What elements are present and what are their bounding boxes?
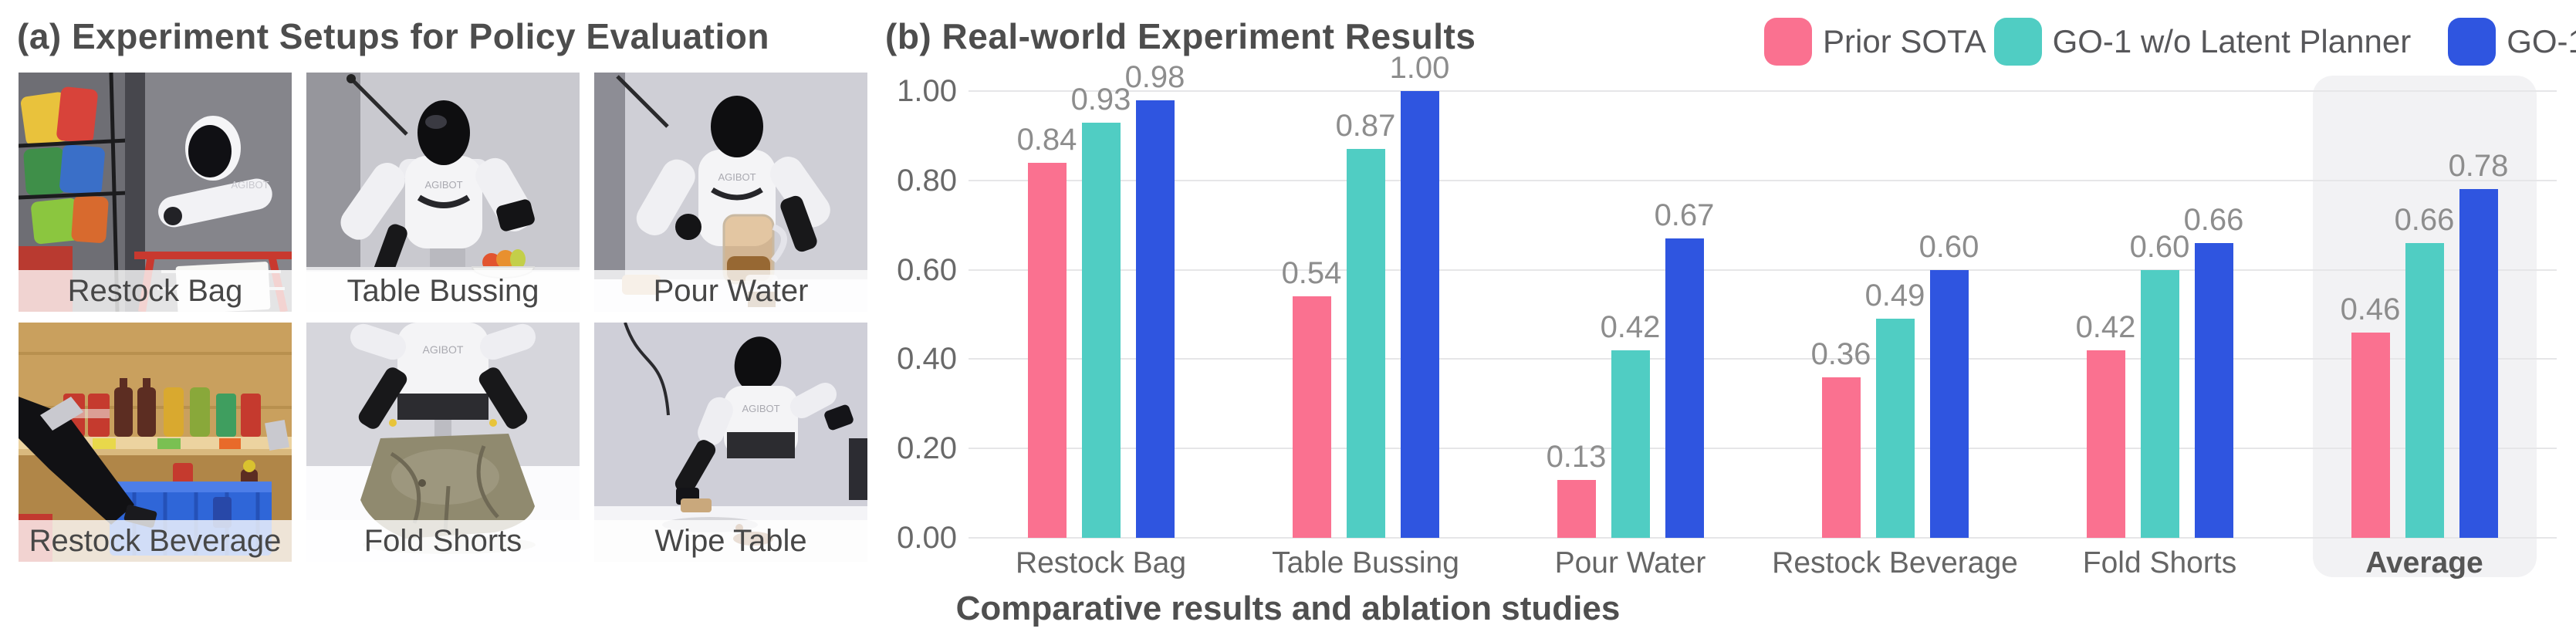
bar xyxy=(2459,189,2498,538)
robot-logo: AGIBOT xyxy=(718,171,756,183)
bar-value-label: 0.42 xyxy=(2075,310,2136,344)
robot-arm xyxy=(158,178,272,228)
robot-torso xyxy=(397,323,488,414)
bar-value-label: 0.66 xyxy=(2394,203,2455,237)
y-tick-label: 0.40 xyxy=(897,342,957,377)
legend-item-prior-sota: Prior SOTA xyxy=(1764,18,1986,66)
bar xyxy=(2194,243,2233,538)
x-category-label: Average xyxy=(2365,546,2483,579)
legend-label: GO-1 w/o Latent Planner xyxy=(2052,23,2412,59)
bar xyxy=(1875,319,1915,538)
bar-value-label: 0.67 xyxy=(1654,198,1715,232)
bar xyxy=(2405,243,2444,538)
bar-value-label: 0.60 xyxy=(2129,230,2190,264)
gridline xyxy=(969,269,2557,271)
bar-value-label: 0.87 xyxy=(1335,109,1396,143)
setup-label-wipe-table: Wipe Table xyxy=(594,520,867,562)
x-category-label: Fold Shorts xyxy=(2082,546,2237,579)
panel-b-title: (b) Real-world Experiment Results xyxy=(885,16,1476,56)
bar xyxy=(1027,163,1067,538)
setup-label-restock-beverage: Restock Beverage xyxy=(19,520,292,562)
bar-value-label: 0.36 xyxy=(1810,337,1871,371)
legend-item-go1-wo-latent-planner: GO-1 w/o Latent Planner xyxy=(1993,18,2412,66)
bar-value-label: 0.54 xyxy=(1281,256,1342,290)
robot-left-gripper xyxy=(358,367,407,429)
go1-wo-latent-planner-swatch xyxy=(1993,18,2042,66)
bar-value-label: 0.66 xyxy=(2183,203,2244,237)
bar xyxy=(2086,350,2125,538)
bar xyxy=(1611,350,1650,538)
setup-card-restock-beverage: Restock Beverage xyxy=(19,323,292,562)
robot-logo: AGIBOT xyxy=(231,179,269,191)
go1-swatch xyxy=(2448,18,2497,66)
bar xyxy=(1346,149,1385,538)
bar-value-label: 0.93 xyxy=(1070,83,1131,117)
robot-logo: AGIBOT xyxy=(424,179,462,191)
bar xyxy=(1292,296,1331,538)
setup-label-table-bussing: Table Bussing xyxy=(306,270,580,312)
x-category-label: Pour Water xyxy=(1554,546,1706,579)
bar-value-label: 1.00 xyxy=(1389,51,1450,85)
setup-card-fold-shorts: AGIBOT Fold Shorts xyxy=(306,323,580,562)
bar-value-label: 0.98 xyxy=(1124,60,1185,94)
robot-head xyxy=(711,96,763,157)
figure-caption: Comparative results and ablation studies xyxy=(955,590,1621,627)
bar-value-label: 0.78 xyxy=(2448,149,2509,183)
gridline xyxy=(969,90,2557,92)
y-tick-label: 0.80 xyxy=(897,163,957,198)
robot-wiping-arm xyxy=(674,440,716,494)
y-tick-label: 1.00 xyxy=(897,74,957,108)
gridline xyxy=(969,537,2557,539)
robot-gripper-arm xyxy=(19,397,134,525)
setup-label-pour-water: Pour Water xyxy=(594,270,867,312)
setup-label-restock-bag: Restock Bag xyxy=(19,270,292,312)
bar xyxy=(1821,377,1861,538)
legend-label: Prior SOTA xyxy=(1823,23,1986,59)
setup-card-pour-water: AGIBOT Pour Water xyxy=(594,73,867,312)
y-tick-label: 0.60 xyxy=(897,252,957,287)
setup-card-wipe-table: AGIBOT Wipe Table xyxy=(594,323,867,562)
x-category-label: Restock Beverage xyxy=(1772,546,2018,579)
robot-left-arm xyxy=(340,163,405,240)
robot-head xyxy=(734,336,782,392)
bar-value-label: 0.49 xyxy=(1864,279,1925,313)
bar-value-label: 0.84 xyxy=(1016,123,1077,157)
robot-logo: AGIBOT xyxy=(742,403,779,414)
bar-value-label: 0.42 xyxy=(1600,310,1661,344)
setup-card-restock-bag: AGIBOT Restock Bag xyxy=(19,73,292,312)
bar xyxy=(1135,100,1175,538)
bar-value-label: 0.60 xyxy=(1918,230,1979,264)
setup-label-fold-shorts: Fold Shorts xyxy=(306,520,580,562)
bar-value-label: 0.46 xyxy=(2340,292,2401,326)
bar xyxy=(1929,270,1969,538)
robot-right-arm xyxy=(770,157,830,228)
x-category-label: Restock Bag xyxy=(1015,546,1187,579)
y-tick-label: 0.20 xyxy=(897,431,957,466)
sponge xyxy=(681,498,712,512)
legend-item-go1: GO-1 xyxy=(2448,18,2576,66)
bar-value-label: 0.13 xyxy=(1546,440,1607,474)
chart-legend: Prior SOTA GO-1 w/o Latent Planner GO-1 xyxy=(1764,14,2576,69)
bar xyxy=(1557,480,1596,538)
bar xyxy=(1081,123,1121,538)
bar xyxy=(2140,270,2179,538)
bar xyxy=(2351,333,2390,538)
robot-logo: AGIBOT xyxy=(423,343,464,356)
robot-right-gripper xyxy=(478,367,528,429)
prior-sota-swatch xyxy=(1764,18,1812,66)
y-tick-label: 0.00 xyxy=(897,521,957,555)
gridline xyxy=(969,448,2557,450)
gridline xyxy=(969,179,2557,181)
robot-head xyxy=(418,100,470,165)
gridline xyxy=(969,358,2557,360)
panel-a-title: (a) Experiment Setups for Policy Evaluat… xyxy=(17,16,769,56)
bar xyxy=(1665,238,1704,538)
robot-left-arm xyxy=(636,159,695,235)
bar xyxy=(1400,91,1439,538)
setup-card-table-bussing: AGIBOT Table Bussing xyxy=(306,73,580,312)
legend-label: GO-1 xyxy=(2507,23,2576,59)
x-category-label: Table Bussing xyxy=(1272,546,1459,579)
